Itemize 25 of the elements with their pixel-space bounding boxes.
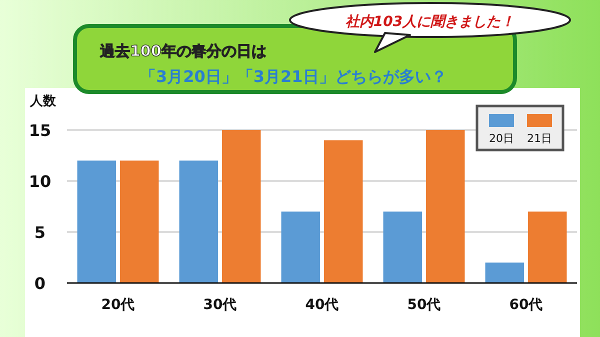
- y-tick-label: 10: [28, 172, 52, 191]
- bar: [485, 262, 524, 283]
- x-tick-label: 40代: [305, 297, 339, 313]
- y-axis-title: 人数: [29, 94, 57, 109]
- x-tick-label: 30代: [203, 297, 237, 313]
- bar: [528, 212, 567, 283]
- x-tick-label: 60代: [509, 297, 543, 313]
- bar: [281, 212, 320, 283]
- bar: [383, 212, 422, 283]
- y-tick-label: 0: [34, 274, 46, 293]
- bar: [77, 160, 116, 283]
- y-tick-label: 5: [34, 223, 46, 242]
- y-tick-label: 15: [28, 121, 52, 140]
- legend-label: 20日: [489, 132, 514, 145]
- bar: [426, 130, 465, 283]
- bar: [222, 130, 261, 283]
- x-tick-label: 20代: [101, 297, 135, 313]
- bar: [324, 140, 363, 283]
- text: 社内103人に聞きました！: [345, 14, 515, 30]
- chart-subtitle: 「3月20日」「3月21日」どちらが多い？: [140, 67, 447, 86]
- chart-title: 過去100年の春分の日は: [99, 42, 266, 60]
- legend-label: 21日: [527, 132, 552, 145]
- bar: [120, 160, 159, 283]
- bar: [179, 160, 218, 283]
- x-tick-label: 50代: [407, 297, 441, 313]
